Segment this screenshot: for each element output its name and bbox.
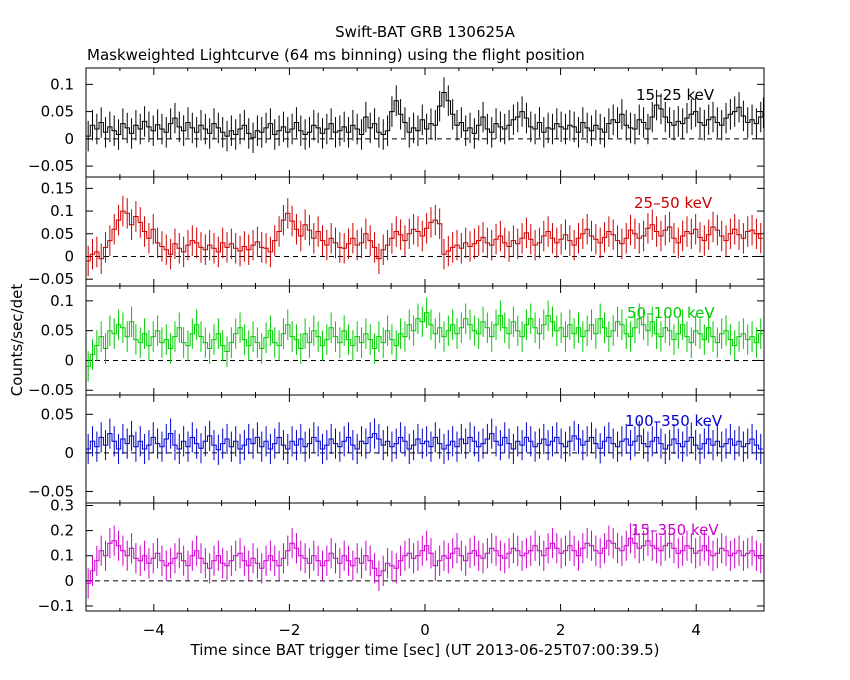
figure-title: Swift-BAT GRB 130625A — [335, 23, 515, 41]
panel-25-50kev: −0.05 0 0.05 0.1 0.15 25–50 keV — [28, 176, 765, 288]
y-axis-label: Counts/sec/det — [8, 284, 26, 397]
panel-50-100kev: −0.05 0 0.05 0.1 50–100 keV — [28, 285, 765, 399]
y-tick-label: −0.1 — [38, 597, 74, 615]
y-tick-label: 0.2 — [50, 522, 74, 540]
panel-15-350kev: −0.1 0 0.1 0.2 0.3 15–350 keV −4 −2 0 2 4 — [38, 497, 765, 639]
y-tick-label: 0.1 — [50, 202, 74, 220]
x-tick-label: 2 — [556, 621, 566, 639]
y-tick-label: 0.3 — [50, 497, 74, 515]
y-tick-label: 0 — [64, 444, 74, 462]
lightcurve-series — [86, 433, 763, 451]
figure-subtitle: Maskweighted Lightcurve (64 ms binning) … — [87, 46, 585, 64]
y-tick-label: 0 — [64, 130, 74, 148]
y-tick-label: −0.05 — [28, 157, 74, 175]
y-tick-label: −0.05 — [28, 482, 74, 500]
y-tick-label: 0.1 — [50, 75, 74, 93]
energy-band-label: 50–100 keV — [627, 304, 715, 322]
y-tick-label: 0.1 — [50, 292, 74, 310]
y-tick-label: 0.1 — [50, 547, 74, 565]
x-tick-label: 0 — [420, 621, 430, 639]
y-tick-label: −0.05 — [28, 270, 74, 288]
x-axis-label: Time since BAT trigger time [sec] (UT 20… — [190, 641, 660, 659]
y-tick-label: −0.05 — [28, 381, 74, 399]
x-tick-label: −4 — [143, 621, 165, 639]
y-tick-label: 0.15 — [41, 179, 74, 197]
energy-band-label: 15–350 keV — [631, 521, 719, 539]
energy-band-label: 15–25 keV — [636, 86, 715, 104]
y-tick-label: 0.05 — [41, 103, 74, 121]
lightcurve-series — [86, 312, 763, 367]
energy-band-label: 100–350 keV — [625, 412, 723, 430]
y-tick-label: 0.05 — [41, 405, 74, 423]
y-tick-label: 0.05 — [41, 322, 74, 340]
y-tick-label: 0 — [64, 351, 74, 369]
panel-15-25kev: −0.05 0 0.05 0.1 15–25 keV — [28, 67, 765, 178]
x-tick-label: 4 — [691, 621, 701, 639]
energy-band-label: 25–50 keV — [634, 194, 713, 212]
y-tick-label: 0.05 — [41, 225, 74, 243]
y-tick-label: 0 — [64, 247, 74, 265]
panel-100-350kev: −0.05 0 0.05 100–350 keV — [28, 394, 765, 504]
lightcurve-series — [86, 537, 763, 584]
lightcurve-series — [86, 92, 764, 139]
lightcurve-series — [86, 210, 763, 262]
y-tick-label: 0 — [64, 572, 74, 590]
x-tick-label: −2 — [278, 621, 300, 639]
